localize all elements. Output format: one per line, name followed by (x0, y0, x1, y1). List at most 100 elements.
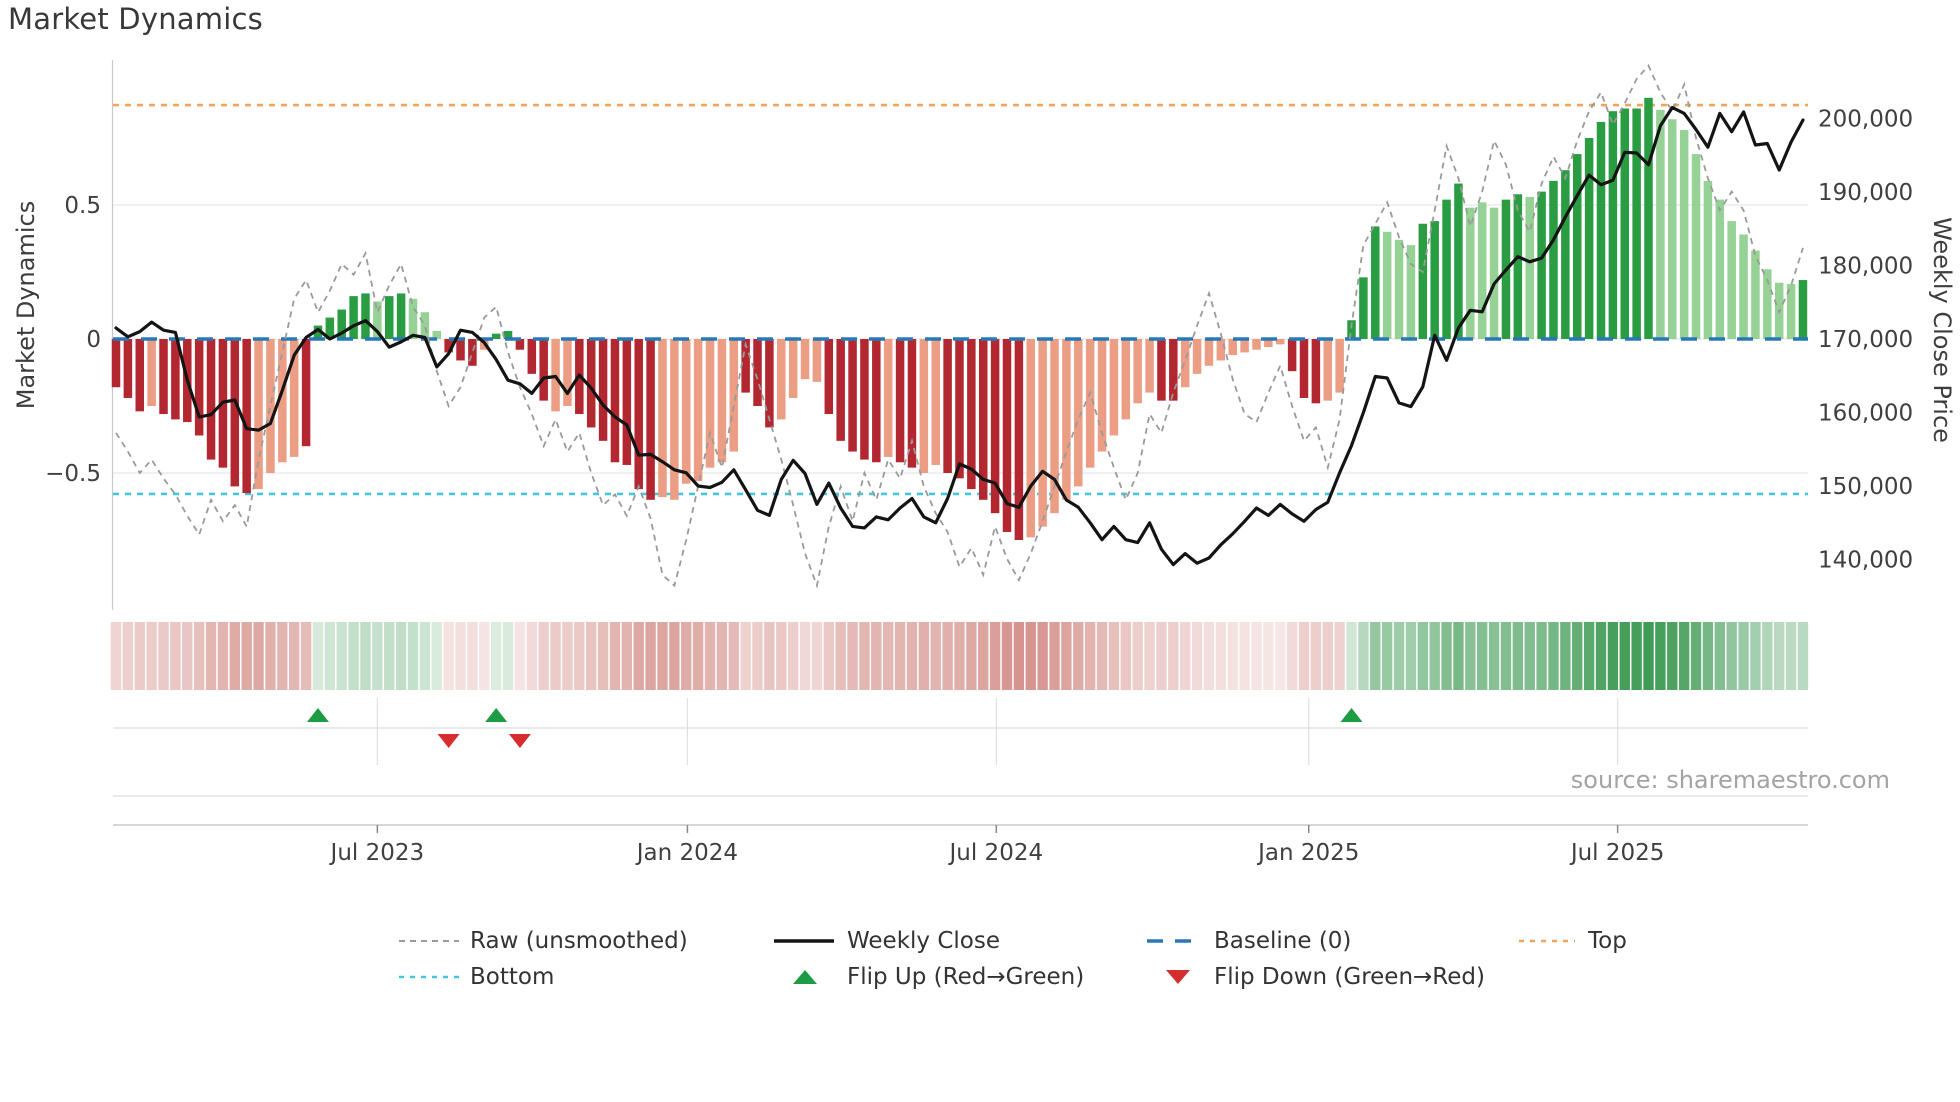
heatmap-cell (1037, 622, 1048, 690)
source-credit: source: sharemaestro.com (1570, 766, 1890, 794)
momentum-bar (1572, 154, 1582, 339)
heatmap-cell (704, 622, 716, 690)
momentum-bar (1109, 339, 1119, 436)
momentum-bar (1418, 223, 1428, 339)
heatmap-cell (1429, 622, 1440, 690)
heatmap-cell (1595, 622, 1607, 690)
heatmap-cell (300, 622, 312, 690)
right-tick-label: 150,000 (1818, 474, 1913, 500)
blue-dashed-line-icon (1146, 926, 1214, 956)
momentum-bar (931, 339, 940, 465)
momentum-bar (1382, 231, 1392, 339)
heatmap-cell (241, 622, 252, 690)
momentum-bar (361, 293, 370, 339)
legend-label: Top (1588, 928, 1627, 954)
heatmap-cell (1643, 622, 1654, 690)
heatmap-cell (692, 622, 704, 690)
momentum-bar (159, 339, 168, 415)
momentum-bar (420, 312, 430, 339)
heatmap-cell (1631, 622, 1642, 690)
momentum-bar (717, 339, 727, 463)
momentum-bar (895, 339, 905, 463)
left-tick-label: −0.5 (45, 461, 101, 487)
momentum-bar (788, 339, 798, 398)
flip-down-marker (437, 734, 460, 748)
momentum-bar (1157, 339, 1166, 401)
heatmap-cell (1453, 622, 1464, 690)
momentum-bar (1335, 339, 1344, 393)
momentum-bar (705, 339, 715, 468)
momentum-bar (1513, 194, 1523, 339)
heatmap-cell (1393, 622, 1405, 690)
heatmap-cell (966, 622, 977, 690)
heatmap-cell (799, 622, 811, 690)
heatmap-cell (1417, 622, 1428, 690)
heatmap-cell (253, 622, 264, 690)
heatmap-cell (336, 622, 347, 690)
momentum-bar (1264, 339, 1273, 348)
momentum-bar (978, 339, 988, 500)
heatmap-cell (229, 622, 240, 690)
raw-line (115, 63, 1804, 589)
legend-item-flip-down: Flip Down (Green→Red) (1164, 962, 1485, 992)
heatmap-cell (193, 622, 205, 690)
heatmap-cell (597, 622, 609, 690)
momentum-bar (586, 339, 596, 428)
x-tick-label: Jul 2025 (1569, 840, 1665, 866)
momentum-bar (1703, 180, 1713, 339)
heatmap-cell (752, 622, 763, 690)
heatmap-cell (883, 622, 894, 690)
momentum-bar (860, 339, 869, 460)
momentum-bar (1466, 207, 1475, 339)
momentum-bar (444, 339, 453, 353)
momentum-bar (1216, 339, 1226, 361)
legend-label: Bottom (470, 964, 555, 990)
heatmap-cell (1168, 622, 1179, 690)
momentum-bar (1359, 277, 1368, 339)
left-tick-label: 0 (86, 327, 101, 353)
momentum-bar (301, 339, 311, 447)
momentum-bar (1691, 154, 1701, 339)
momentum-bar (1727, 221, 1736, 339)
heatmap-cell (360, 622, 371, 690)
momentum-bar (1763, 269, 1772, 339)
legend-label: Flip Up (Red→Green) (847, 964, 1085, 990)
legend-label: Raw (unsmoothed) (470, 928, 688, 954)
momentum-bar (1002, 339, 1012, 532)
heatmap-cell (372, 622, 383, 690)
heatmap-cell (728, 622, 739, 690)
momentum-bar (1347, 320, 1356, 339)
heatmap-cell (1536, 622, 1547, 690)
momentum-bar (289, 339, 299, 457)
heatmap-cell (1441, 622, 1452, 690)
heatmap-cell (1370, 622, 1381, 690)
heatmap-cell (871, 622, 882, 690)
momentum-bar (1608, 111, 1618, 339)
heatmap-cell (265, 622, 276, 690)
heatmap-cell (1239, 622, 1250, 690)
momentum-bar (1074, 339, 1083, 487)
momentum-bar (206, 339, 216, 460)
heatmap-cell (823, 622, 834, 690)
heatmap-cell (621, 622, 633, 690)
heatmap-cell (1298, 622, 1310, 690)
heatmap-cell (1750, 622, 1761, 690)
heatmap-cell (1583, 622, 1595, 690)
heatmap-cell (847, 622, 858, 690)
heatmap-cell (1655, 622, 1666, 690)
momentum-bar (967, 339, 976, 490)
heatmap-cell (1180, 622, 1191, 690)
momentum-bar (1252, 339, 1261, 350)
momentum-bar (681, 339, 691, 484)
momentum-bar (1228, 339, 1237, 356)
momentum-bar (1180, 339, 1190, 388)
heatmap-cell (1120, 622, 1131, 690)
heatmap-cell (1607, 622, 1619, 690)
momentum-bar (1549, 180, 1558, 339)
heatmap-cell (1714, 622, 1725, 690)
momentum-bar (194, 339, 204, 436)
heatmap-cell (134, 622, 145, 690)
flip-up-marker (306, 708, 329, 722)
momentum-bar (408, 298, 418, 339)
